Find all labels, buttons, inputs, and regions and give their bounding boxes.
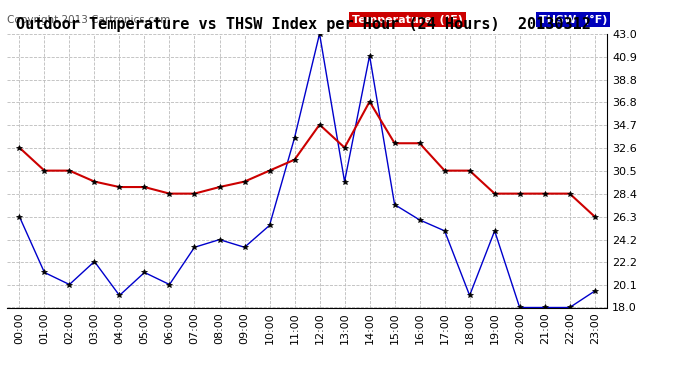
Text: Copyright 2013 Cartronics.com: Copyright 2013 Cartronics.com: [7, 15, 170, 25]
Text: THSW  (°F): THSW (°F): [539, 15, 607, 25]
Text: Temperature  (°F): Temperature (°F): [353, 15, 463, 25]
Text: Outdoor Temperature vs THSW Index per Hour (24 Hours)  20130312: Outdoor Temperature vs THSW Index per Ho…: [16, 17, 591, 32]
